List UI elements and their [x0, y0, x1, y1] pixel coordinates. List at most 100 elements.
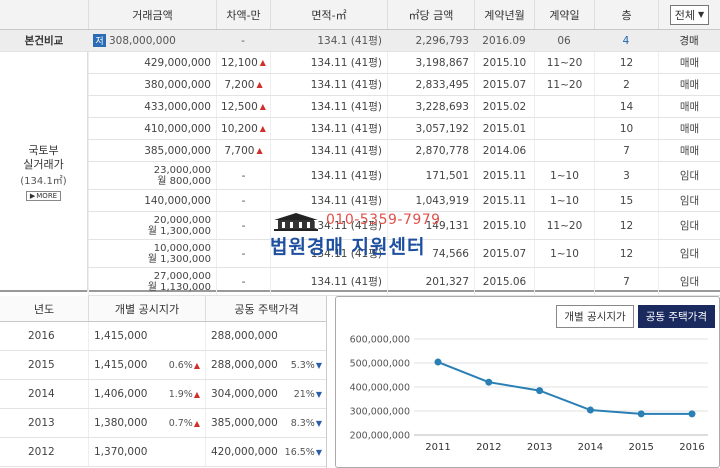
table-row: 2012 1,370,000 420,000,000 16.5% ▼ — [0, 438, 326, 467]
table-row: 433,000,000 12,500 ▲ 134.11 (41평) 3,228,693 2… — [88, 96, 720, 118]
tab-land-price[interactable]: 개별 공시지가 — [556, 305, 634, 328]
y-tick-label: 200,000,000 — [350, 431, 410, 442]
diff-cell: - — [216, 212, 270, 239]
house-price-cell: 304,000,000 21% ▼ — [205, 380, 327, 408]
price-cell: 385,000,000 — [88, 140, 216, 161]
diff-value: 7,200 — [224, 78, 255, 91]
price-per-area-cell: 3,198,867 — [387, 52, 474, 73]
diff-cell: - — [216, 190, 270, 211]
diff-value: 7,700 — [224, 144, 255, 157]
subject-property-row: 본건비교 저 308,000,000 - 134.1 (41평) 2,296,7… — [0, 30, 720, 52]
house-price: 304,000,000 — [211, 388, 278, 400]
type-cell: 매매 — [658, 96, 720, 117]
contract-month-cell: 2015.02 — [474, 96, 534, 117]
diff-cell: 12,500 ▲ — [216, 96, 270, 117]
house-change: 8.3% ▼ — [291, 418, 322, 429]
header-contract-month[interactable]: 계약년월 — [474, 0, 534, 29]
table-row: 2016 1,415,000 288,000,000 — [0, 322, 326, 351]
area-cell: 134.11 (41평) — [270, 268, 387, 295]
diff-value: 12,500 — [221, 100, 258, 113]
down-arrow-icon: ▼ — [315, 360, 322, 370]
floor-cell: 7 — [594, 268, 658, 295]
x-tick-label: 2012 — [476, 442, 501, 453]
contract-day-cell — [534, 118, 594, 139]
header-diff[interactable]: 차액-만 — [216, 0, 270, 29]
contract-month-cell: 2015.11 — [474, 162, 534, 189]
data-point — [688, 410, 696, 418]
transaction-rows: 429,000,000 12,100 ▲ 134.11 (41평) 3,198,867 2… — [88, 52, 720, 296]
floor-cell: 12 — [594, 240, 658, 267]
data-point — [536, 387, 544, 395]
house-change-pct: 5.3% — [290, 359, 315, 371]
price-cell: 429,000,000 — [88, 52, 216, 73]
header-floor[interactable]: 층 — [594, 0, 658, 29]
monthly-rent: 월 1,130,000 — [147, 281, 211, 293]
type-filter-value: 전체 — [674, 8, 696, 22]
type-cell: 임대 — [658, 268, 720, 295]
price-per-area-cell: 2,870,778 — [387, 140, 474, 161]
play-icon: ▶ — [29, 191, 36, 200]
contract-day-cell — [534, 140, 594, 161]
official-rows: 2016 1,415,000 288,000,000 2015 1,415,000 0.6… — [0, 322, 326, 467]
contract-day-cell: 1~10 — [534, 162, 594, 189]
deposit: 23,000,000 — [153, 164, 211, 176]
header-price[interactable]: 거래금액 — [88, 0, 216, 29]
deposit: 20,000,000 — [153, 214, 211, 226]
house-change-pct: 21% — [293, 388, 315, 400]
house-price-cell: 288,000,000 5.3% ▼ — [205, 351, 327, 379]
tab-house-price[interactable]: 공동 주택가격 — [637, 305, 715, 328]
price-per-area-cell: 171,501 — [387, 162, 474, 189]
house-price: 420,000,000 — [211, 446, 278, 458]
table-row: 10,000,000 월 1,300,000-134.11 (41평) 74,566… — [88, 240, 720, 268]
area-cell: 134.11 (41평) — [270, 190, 387, 211]
diff-cell: - — [216, 240, 270, 267]
contract-month-cell: 2014.06 — [474, 140, 534, 161]
land-change: 0.6% ▲ — [169, 360, 200, 371]
area-cell: 134.11 (41평) — [270, 96, 387, 117]
up-arrow-icon: ▲ — [193, 418, 200, 428]
area-cell: 134.11 (41평) — [270, 162, 387, 189]
header-contract-day[interactable]: 계약일 — [534, 0, 594, 29]
more-button[interactable]: ▶ MORE — [25, 190, 62, 201]
contract-day-cell: 1~10 — [534, 190, 594, 211]
house-change: 21% ▼ — [294, 389, 322, 400]
molit-side-label: 국토부 실거래가 (134.1㎡) ▶ MORE — [0, 52, 88, 292]
land-price: 1,370,000 — [94, 446, 148, 458]
down-arrow-icon: ▼ — [315, 389, 322, 399]
x-tick-label: 2015 — [628, 442, 653, 453]
area-cell: 134.11 (41평) — [270, 74, 387, 95]
header-area[interactable]: 면적-㎡ — [270, 0, 387, 29]
type-filter-select[interactable]: 전체 ▼ — [669, 4, 710, 25]
side-area: (134.1㎡) — [20, 175, 67, 187]
contract-day-cell: 11~20 — [534, 212, 594, 239]
down-arrow-icon: ▼ — [315, 418, 322, 428]
area-cell: 134.11 (41평) — [270, 52, 387, 73]
contract-month-cell: 2015.07 — [474, 74, 534, 95]
diff-cell: 10,200 ▲ — [216, 118, 270, 139]
land-price-cell: 1,415,000 — [88, 322, 205, 350]
header-price-per-area[interactable]: ㎡당 금액 — [387, 0, 474, 29]
house-price: 288,000,000 — [211, 359, 278, 371]
x-tick-label: 2011 — [425, 442, 450, 453]
year-cell: 2014 — [28, 388, 55, 400]
diff-cell: - — [216, 268, 270, 295]
y-tick-label: 400,000,000 — [350, 383, 410, 394]
header-year: 년도 — [33, 302, 55, 316]
side-line1: 국토부 — [28, 143, 59, 157]
contract-day-cell: 1~10 — [534, 240, 594, 267]
contract-month-cell: 2015.01 — [474, 118, 534, 139]
price-cell: 23,000,000 월 800,000 — [88, 162, 216, 189]
up-arrow-icon: ▲ — [259, 58, 266, 67]
header-house-price: 공동 주택가격 — [205, 296, 327, 321]
table-row: 380,000,000 7,200 ▲ 134.11 (41평) 2,833,495 20… — [88, 74, 720, 96]
house-price-cell: 288,000,000 — [205, 322, 327, 350]
price-cell: 433,000,000 — [88, 96, 216, 117]
up-arrow-icon: ▲ — [256, 146, 263, 155]
official-header: 년도 개별 공시지가 공동 주택가격 — [0, 296, 326, 322]
subject-type: 경매 — [679, 35, 699, 47]
subject-floor: 4 — [622, 34, 630, 47]
house-change: 16.5% ▼ — [285, 447, 322, 458]
price-cell: 10,000,000 월 1,300,000 — [88, 240, 216, 267]
price-chart-panel: 개별 공시지가 공동 주택가격 600,000,000 500,000,000 40… — [335, 296, 720, 468]
land-change: 0.7% ▲ — [169, 418, 200, 429]
